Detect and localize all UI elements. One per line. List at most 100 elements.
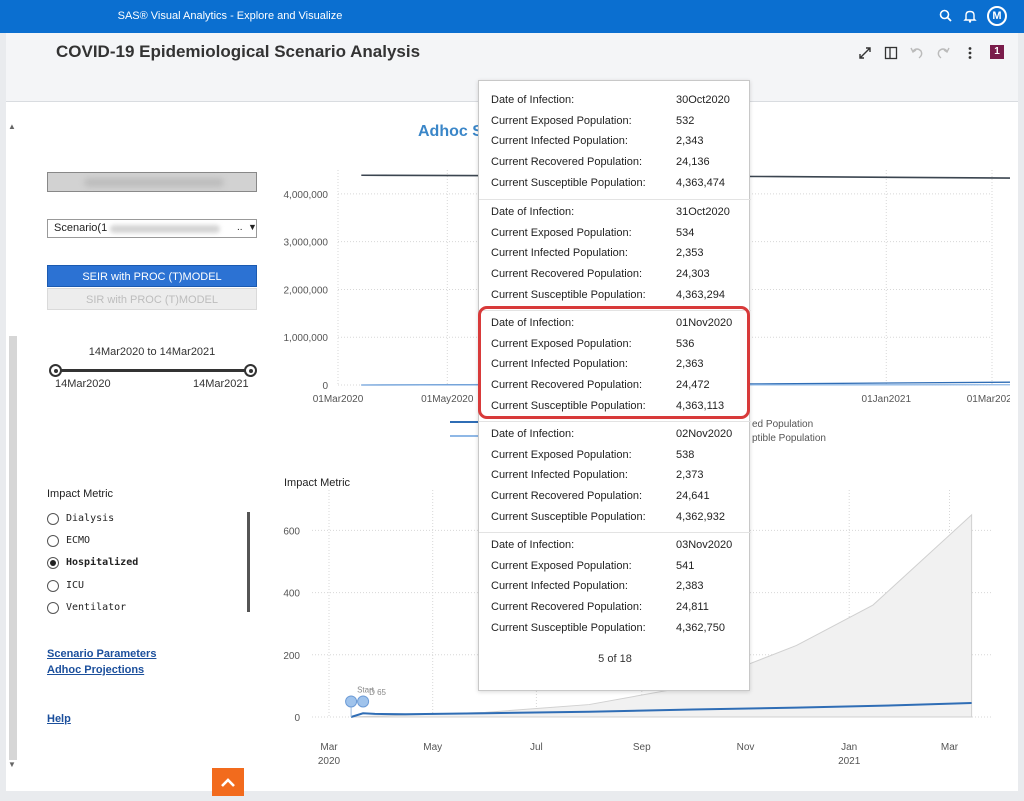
chevron-down-icon: ▼ xyxy=(248,222,257,232)
y-tick-label: 0 xyxy=(322,381,328,392)
avatar[interactable]: M xyxy=(987,6,1007,26)
date-range-label: 14Mar2020 to 14Mar2021 xyxy=(47,346,257,358)
redacted-field[interactable] xyxy=(47,172,257,192)
tooltip-key: Date of Infection: xyxy=(491,428,574,440)
tooltip-value: 31Oct2020 xyxy=(676,206,730,218)
app-title: SAS® Visual Analytics - Explore and Visu… xyxy=(0,10,460,22)
tooltip-key: Current Susceptible Population: xyxy=(491,622,646,634)
scenario-select-value: Scenario(1 xyxy=(54,222,107,234)
tooltip-value: 24,136 xyxy=(676,156,710,168)
bell-icon[interactable] xyxy=(962,8,978,24)
tooltip-record: Date of Infection: 02Nov2020 Current Expos… xyxy=(479,421,751,532)
top-app-bar: SAS® Visual Analytics - Explore and Visu… xyxy=(0,0,1024,33)
tooltip-value: 24,811 xyxy=(676,601,709,613)
annotation-marker xyxy=(358,696,369,707)
tooltip-value: 4,363,294 xyxy=(676,289,725,301)
scrollbar-thumb[interactable] xyxy=(9,336,17,760)
y-tick-label: 4,000,000 xyxy=(284,190,329,201)
date-range-end-handle[interactable] xyxy=(244,364,257,377)
radio-list-scrollbar[interactable] xyxy=(247,512,250,612)
x-tick-label: Jan xyxy=(841,742,857,753)
tooltip-value: 538 xyxy=(676,449,694,461)
x-tick-label: 01Mar2021 xyxy=(967,394,1010,405)
date-range-end: 14Mar2021 xyxy=(193,378,249,390)
tooltip-key: Date of Infection: xyxy=(491,94,574,106)
split-pane-icon[interactable] xyxy=(883,45,899,61)
y-tick-label: 1,000,000 xyxy=(284,333,329,344)
more-icon[interactable] xyxy=(962,45,978,61)
tooltip-key: Current Exposed Population: xyxy=(491,449,632,461)
scenario-select[interactable]: Scenario(1 .. ▼ xyxy=(47,219,257,238)
x-tick-label: Nov xyxy=(737,742,755,753)
tooltip-record: Date of Infection: 31Oct2020 Current Expos… xyxy=(479,199,751,310)
y-tick-label: 0 xyxy=(294,713,300,724)
date-range-start-handle[interactable] xyxy=(49,364,62,377)
legend-label: ptible Population xyxy=(752,433,826,444)
tooltip-key: Current Exposed Population: xyxy=(491,115,632,127)
x-tick-label: 01Jan2021 xyxy=(862,394,912,405)
chevron-up-icon xyxy=(212,768,244,796)
scenario-parameters-link[interactable]: Scenario Parameters xyxy=(47,648,156,660)
tooltip-key: Current Recovered Population: xyxy=(491,490,642,502)
x-tick-year-label: 2020 xyxy=(318,756,341,767)
scenario-select-ellipsis: .. xyxy=(237,222,243,233)
tooltip-key: Current Recovered Population: xyxy=(491,601,642,613)
radio-button[interactable] xyxy=(47,557,59,569)
redo-icon[interactable] xyxy=(935,45,951,61)
y-tick-label: 2,000,000 xyxy=(284,285,329,296)
tooltip-value: 30Oct2020 xyxy=(676,94,730,106)
radio-button[interactable] xyxy=(47,535,59,547)
x-tick-label: Jul xyxy=(530,742,543,753)
tooltip-key: Current Infected Population: xyxy=(491,247,628,259)
tooltip-value: 24,303 xyxy=(676,268,710,280)
radio-button[interactable] xyxy=(47,580,59,592)
x-tick-year-label: 2021 xyxy=(838,756,861,767)
x-tick-label: 01May2020 xyxy=(421,394,474,405)
x-tick-label: Mar xyxy=(941,742,959,753)
tooltip-value: 4,363,474 xyxy=(676,177,725,189)
adhoc-projections-link[interactable]: Adhoc Projections xyxy=(47,664,144,676)
tooltip-value: 2,353 xyxy=(676,247,704,259)
x-tick-label: 01Mar2020 xyxy=(313,394,364,405)
tooltip-value: 03Nov2020 xyxy=(676,539,732,551)
page-badge[interactable]: 1 xyxy=(990,45,1004,59)
tooltip-key: Current Infected Population: xyxy=(491,135,628,147)
tooltip-value: 2,343 xyxy=(676,135,704,147)
tooltip-key: Current Susceptible Population: xyxy=(491,177,646,189)
tooltip-value: 2,373 xyxy=(676,469,704,481)
help-link[interactable]: Help xyxy=(47,713,71,725)
radio-button[interactable] xyxy=(47,602,59,614)
tooltip-value: 02Nov2020 xyxy=(676,428,732,440)
tooltip-value: 4,362,932 xyxy=(676,511,725,523)
tooltip-key: Current Infected Population: xyxy=(491,469,628,481)
radio-label: Hospitalized xyxy=(66,557,138,568)
date-range-track[interactable] xyxy=(55,369,251,372)
tooltip-key: Current Infected Population: xyxy=(491,580,628,592)
tooltip-value: 532 xyxy=(676,115,694,127)
tooltip-value: 541 xyxy=(676,560,694,572)
tooltip-value: 534 xyxy=(676,227,694,239)
tooltip-key: Current Susceptible Population: xyxy=(491,511,646,523)
tooltip-key: Current Recovered Population: xyxy=(491,156,642,168)
y-tick-label: 200 xyxy=(283,651,300,662)
tooltip-key: Current Exposed Population: xyxy=(491,227,632,239)
collapse-panel-button[interactable] xyxy=(212,768,244,796)
tooltip-pager: 5 of 18 xyxy=(479,653,751,665)
tooltip-key: Current Recovered Population: xyxy=(491,268,642,280)
chart-title: Adhoc S xyxy=(418,123,483,141)
search-icon[interactable] xyxy=(938,8,954,24)
tooltip-key: Date of Infection: xyxy=(491,539,574,551)
expand-icon[interactable] xyxy=(857,45,873,61)
page-title: COVID-19 Epidemiological Scenario Analys… xyxy=(56,42,420,62)
seir-model-button[interactable]: SEIR with PROC (T)MODEL xyxy=(47,265,257,287)
y-tick-label: 400 xyxy=(283,589,300,600)
scroll-down-arrow[interactable]: ▼ xyxy=(8,760,16,769)
radio-button[interactable] xyxy=(47,513,59,525)
undo-icon[interactable] xyxy=(909,45,925,61)
sir-model-button[interactable]: SIR with PROC (T)MODEL xyxy=(47,288,257,310)
radio-label: ECMO xyxy=(66,535,90,546)
tooltip-key: Date of Infection: xyxy=(491,206,574,218)
scroll-up-arrow[interactable]: ▲ xyxy=(8,122,16,131)
impact-metric-heading: Impact Metric xyxy=(47,488,113,500)
